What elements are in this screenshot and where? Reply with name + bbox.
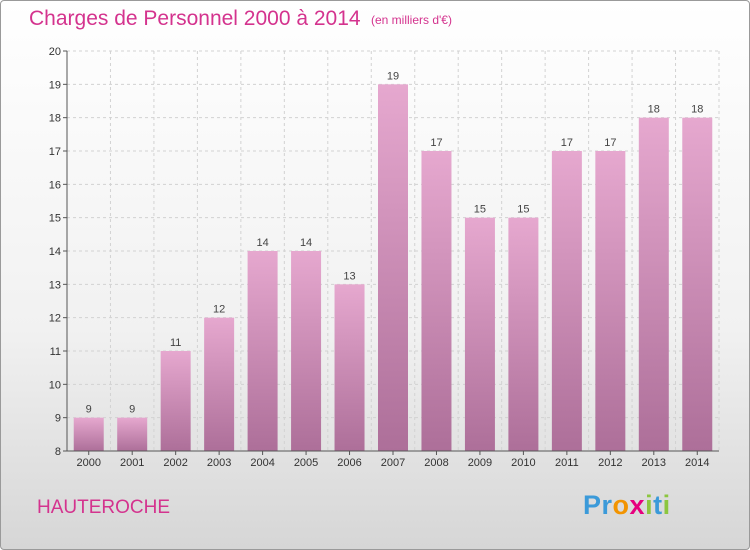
bar (551, 151, 582, 451)
bar (378, 84, 408, 451)
chart-subtitle: (en milliers d'€) (371, 13, 452, 27)
logo-letter: t (653, 490, 663, 520)
value-label: 15 (474, 204, 486, 216)
x-tick-label: 2006 (337, 457, 361, 469)
bar (247, 251, 278, 451)
bar (682, 117, 713, 452)
value-label: 17 (430, 137, 442, 149)
x-tick-label: 2011 (555, 457, 579, 469)
logo-letter: i (645, 490, 654, 520)
logo-letter: x (629, 490, 646, 520)
bar (508, 217, 539, 451)
value-label: 15 (517, 204, 529, 216)
value-label: 18 (648, 104, 660, 116)
x-tick-label: 2014 (685, 457, 709, 469)
bar (291, 251, 322, 451)
y-tick-label: 15 (49, 213, 61, 225)
bar (595, 151, 626, 451)
value-label: 17 (604, 137, 616, 149)
value-label: 9 (129, 404, 135, 416)
logo-letter: P (583, 490, 602, 520)
x-tick-label: 2012 (598, 457, 622, 469)
bar (117, 417, 148, 451)
x-tick-label: 2007 (381, 457, 405, 469)
y-tick-label: 8 (55, 446, 61, 458)
y-tick-label: 12 (49, 313, 61, 325)
value-label: 14 (300, 237, 312, 249)
logo-letter: o (612, 490, 630, 520)
x-tick-label: 2013 (642, 457, 666, 469)
y-tick-label: 20 (49, 46, 61, 58)
x-tick-label: 2000 (76, 457, 100, 469)
x-tick-label: 2010 (511, 457, 535, 469)
logo-letter: r (601, 490, 613, 520)
x-tick-label: 2002 (163, 457, 187, 469)
y-tick-label: 10 (49, 379, 61, 391)
x-tick-label: 2003 (207, 457, 231, 469)
bar (204, 317, 235, 451)
bar (638, 117, 669, 452)
y-tick-label: 16 (49, 179, 61, 191)
value-label: 18 (691, 104, 703, 116)
value-label: 14 (256, 237, 268, 249)
bar (464, 217, 495, 451)
x-tick-label: 2004 (250, 457, 274, 469)
y-tick-label: 9 (55, 413, 61, 425)
axes (63, 50, 719, 455)
value-label: 17 (561, 137, 573, 149)
bar (334, 284, 365, 451)
chart-title: Charges de Personnel 2000 à 2014 (29, 7, 361, 30)
x-tick-label: 2001 (120, 457, 144, 469)
y-tick-label: 14 (49, 246, 61, 258)
y-tick-label: 18 (49, 113, 61, 125)
y-tick-label: 13 (49, 279, 61, 291)
x-tick-label: 2008 (424, 457, 448, 469)
bars (73, 84, 713, 452)
value-label: 19 (387, 70, 399, 82)
value-label: 12 (213, 304, 225, 316)
bar (421, 151, 452, 451)
y-tick-label: 11 (50, 346, 61, 358)
bar (160, 351, 191, 451)
x-tick-label: 2009 (468, 457, 492, 469)
proxiti-logo: Proxiti (583, 490, 671, 521)
y-tick-label: 19 (49, 79, 61, 91)
x-tick-label: 2005 (294, 457, 318, 469)
logo-letter: i (662, 490, 671, 520)
value-label: 11 (170, 337, 181, 349)
value-label: 13 (343, 270, 355, 282)
commune-name: HAUTEROCHE (37, 497, 171, 518)
labels: 8 9 10 11 12 13 14 15 16 17 18 19 20 9 2000 9 2001 11 2002… (49, 46, 710, 469)
bar (73, 417, 104, 451)
y-tick-label: 17 (49, 146, 61, 158)
value-label: 9 (86, 404, 92, 416)
